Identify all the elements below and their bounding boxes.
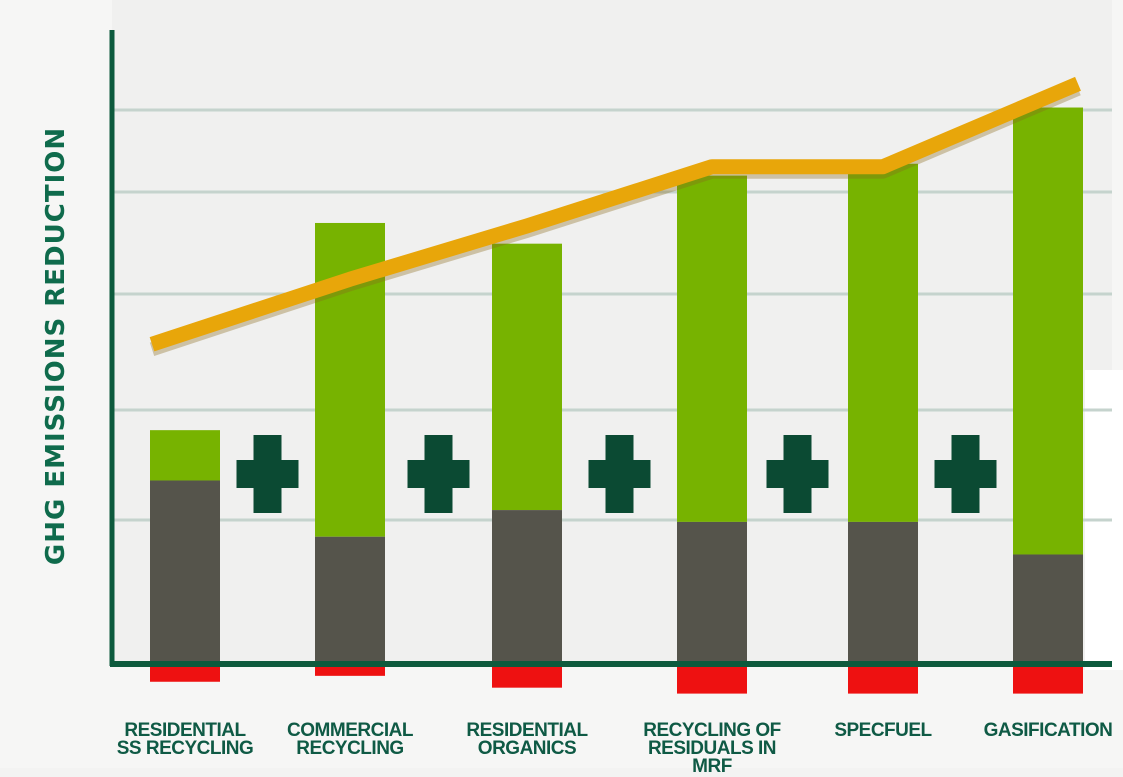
bar-top-segment [1013,108,1083,555]
bar-top-segment [492,244,562,510]
bar-base-segment [492,510,562,664]
bar-negative-segment [677,664,747,694]
category-label: SPECFUEL [808,722,958,740]
bar-negative-segment [492,664,562,688]
category-label-line: RESIDUALS IN MRF [637,740,787,776]
bar-top-segment [848,164,918,522]
category-label-line: SS RECYCLING [110,740,260,758]
bar-base-segment [150,480,220,664]
category-label-line: ORGANICS [452,740,602,758]
bar-base-segment [1013,554,1083,664]
y-axis-label: GHG EMISSIONS REDUCTION [41,127,71,565]
category-label-line: GASIFICATION [973,722,1123,740]
bar-top-segment [677,176,747,522]
bar-base-segment [677,522,747,664]
category-label-line: RECYCLING [275,740,425,758]
category-label: GASIFICATION [973,722,1123,740]
category-label-line: SPECFUEL [808,722,958,740]
bar-negative-segment [848,664,918,694]
plot-background [112,0,1112,664]
bar-base-segment [848,522,918,664]
bar-top-segment [150,430,220,480]
bar-negative-segment [1013,664,1083,694]
bar-base-segment [315,537,385,664]
